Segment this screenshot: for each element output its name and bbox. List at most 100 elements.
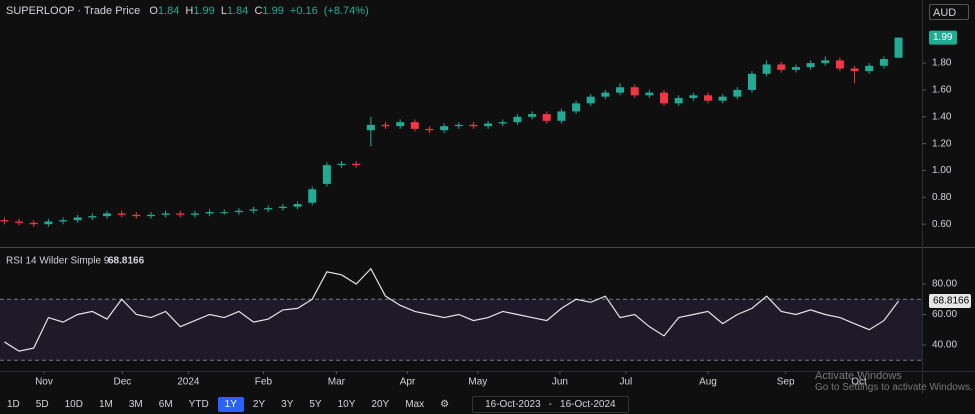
x-tick-label: Aug <box>699 377 717 388</box>
y-tick-label: 1.60 <box>932 85 952 96</box>
y-tick-label: 1.20 <box>932 138 952 149</box>
range-button[interactable]: 1Y <box>217 396 244 412</box>
ohlc-value: 1.99 <box>262 5 284 17</box>
candle-body <box>542 114 551 121</box>
candle-body <box>660 92 669 104</box>
candle-body <box>557 111 566 121</box>
rsi-band <box>0 299 922 361</box>
candle-body <box>396 122 405 127</box>
y-tick-label: 0.80 <box>932 192 952 203</box>
x-tick-label: Jul <box>620 377 633 388</box>
change-pct: (+8.74%) <box>323 5 369 17</box>
y-tick-label: 1.00 <box>932 165 952 176</box>
candle-body <box>586 96 595 104</box>
last-price-label: 1.99 <box>933 32 953 43</box>
y-tick-label: 40.00 <box>932 340 957 351</box>
x-tick-label: Dec <box>113 377 131 388</box>
change: +0.16 <box>289 5 318 17</box>
currency-select[interactable]: AUD <box>929 4 969 20</box>
x-tick-label: Feb <box>255 377 273 388</box>
candle-body <box>821 60 830 64</box>
x-tick-label: Apr <box>400 377 416 388</box>
range-button[interactable]: YTD <box>188 398 209 410</box>
range-button[interactable]: 10Y <box>337 398 356 410</box>
candle-body <box>454 124 463 127</box>
y-tick-label: 80.00 <box>932 279 957 290</box>
candle-body <box>366 124 375 131</box>
candle-body <box>308 189 317 203</box>
ohlc-label: C <box>254 5 263 17</box>
y-tick-label: 60.00 <box>932 309 957 320</box>
toolbar: 1D 5D 10D 1M 3M 6M YTD 1Y 2Y 3Y 5Y 10Y 20Y Max ⚙ 16-Oct… <box>0 394 975 414</box>
range-button[interactable]: 20Y <box>371 398 390 410</box>
header: SUPERLOOP · Trade Price O1.84 H1.99 L1.8… <box>6 5 372 17</box>
date-range[interactable]: 16-Oct-2023-16-Oct-2024 <box>472 395 629 413</box>
watermark: Activate Windows Go to Settings to activ… <box>815 370 973 393</box>
watermark-text: Go to Settings to activate Windows. <box>815 382 973 393</box>
candle-body <box>718 96 727 101</box>
candle-body <box>264 208 273 210</box>
candle-body <box>410 122 419 129</box>
x-tick-label: Sep <box>777 377 795 388</box>
date-sep: - <box>548 398 553 410</box>
x-tick-label: Oct <box>851 377 867 388</box>
candle-body <box>381 124 390 127</box>
x-tick-label: Jun <box>552 377 568 388</box>
ohlc-label: O <box>149 5 158 17</box>
range-button[interactable]: 5Y <box>309 398 322 410</box>
candle-body <box>601 92 610 97</box>
last-price-box <box>929 30 957 45</box>
rsi-title: RSI 14 Wilder Simple 9 <box>6 256 110 267</box>
candle-body <box>73 217 82 221</box>
x-tick-label: Mar <box>328 377 346 388</box>
candle-body <box>440 126 449 131</box>
candle-body <box>205 212 214 214</box>
candle-body <box>117 213 126 215</box>
ohlc-label: H <box>185 5 194 17</box>
range-button[interactable]: 5D <box>35 398 49 410</box>
rsi-line <box>4 267 900 352</box>
candle-body <box>425 128 434 131</box>
range-button[interactable]: 6M <box>158 398 173 410</box>
candle-body <box>469 124 478 127</box>
candle-body <box>29 222 38 225</box>
range-button[interactable]: 1M <box>98 398 113 410</box>
candle-body <box>630 87 639 96</box>
candle-body <box>234 210 243 213</box>
candle-body <box>791 67 800 70</box>
settings-button[interactable]: ⚙ <box>440 398 450 410</box>
candle-body <box>176 213 185 215</box>
candle-body <box>850 68 859 72</box>
range-button[interactable]: 10D <box>64 398 83 410</box>
candle-body <box>498 122 507 124</box>
candle-body <box>337 163 346 166</box>
ohlc-value: 1.84 <box>226 5 249 17</box>
candle-body <box>322 165 331 184</box>
candle-body <box>190 213 199 215</box>
candle-body <box>278 206 287 209</box>
range-button[interactable]: 3Y <box>281 398 294 410</box>
candle-body <box>689 95 698 98</box>
candle-body <box>146 214 155 217</box>
range-button[interactable]: 3M <box>128 398 143 410</box>
rsi-value-box <box>929 294 971 309</box>
range-button[interactable]: Max <box>405 398 425 410</box>
candle-body <box>733 89 742 97</box>
candle-body <box>103 213 112 217</box>
candle-body <box>894 37 903 58</box>
candle-body <box>572 103 581 112</box>
candle-body <box>0 220 9 222</box>
candle-body <box>616 87 625 93</box>
rsi-value-label: 68.8166 <box>933 296 970 307</box>
candle-body <box>59 220 68 222</box>
candle-body <box>865 65 874 72</box>
range-button[interactable]: 2Y <box>252 398 266 410</box>
chart: RSI 14 Wilder Simple 9 68.8166 0.60 0.80 1… <box>0 0 975 394</box>
range-button[interactable]: 1D <box>7 398 20 410</box>
candle-body <box>293 204 302 207</box>
candle-body <box>220 212 229 214</box>
candle-body <box>806 63 815 68</box>
x-tick-label: 2024 <box>177 377 200 388</box>
candle-body <box>15 221 24 223</box>
